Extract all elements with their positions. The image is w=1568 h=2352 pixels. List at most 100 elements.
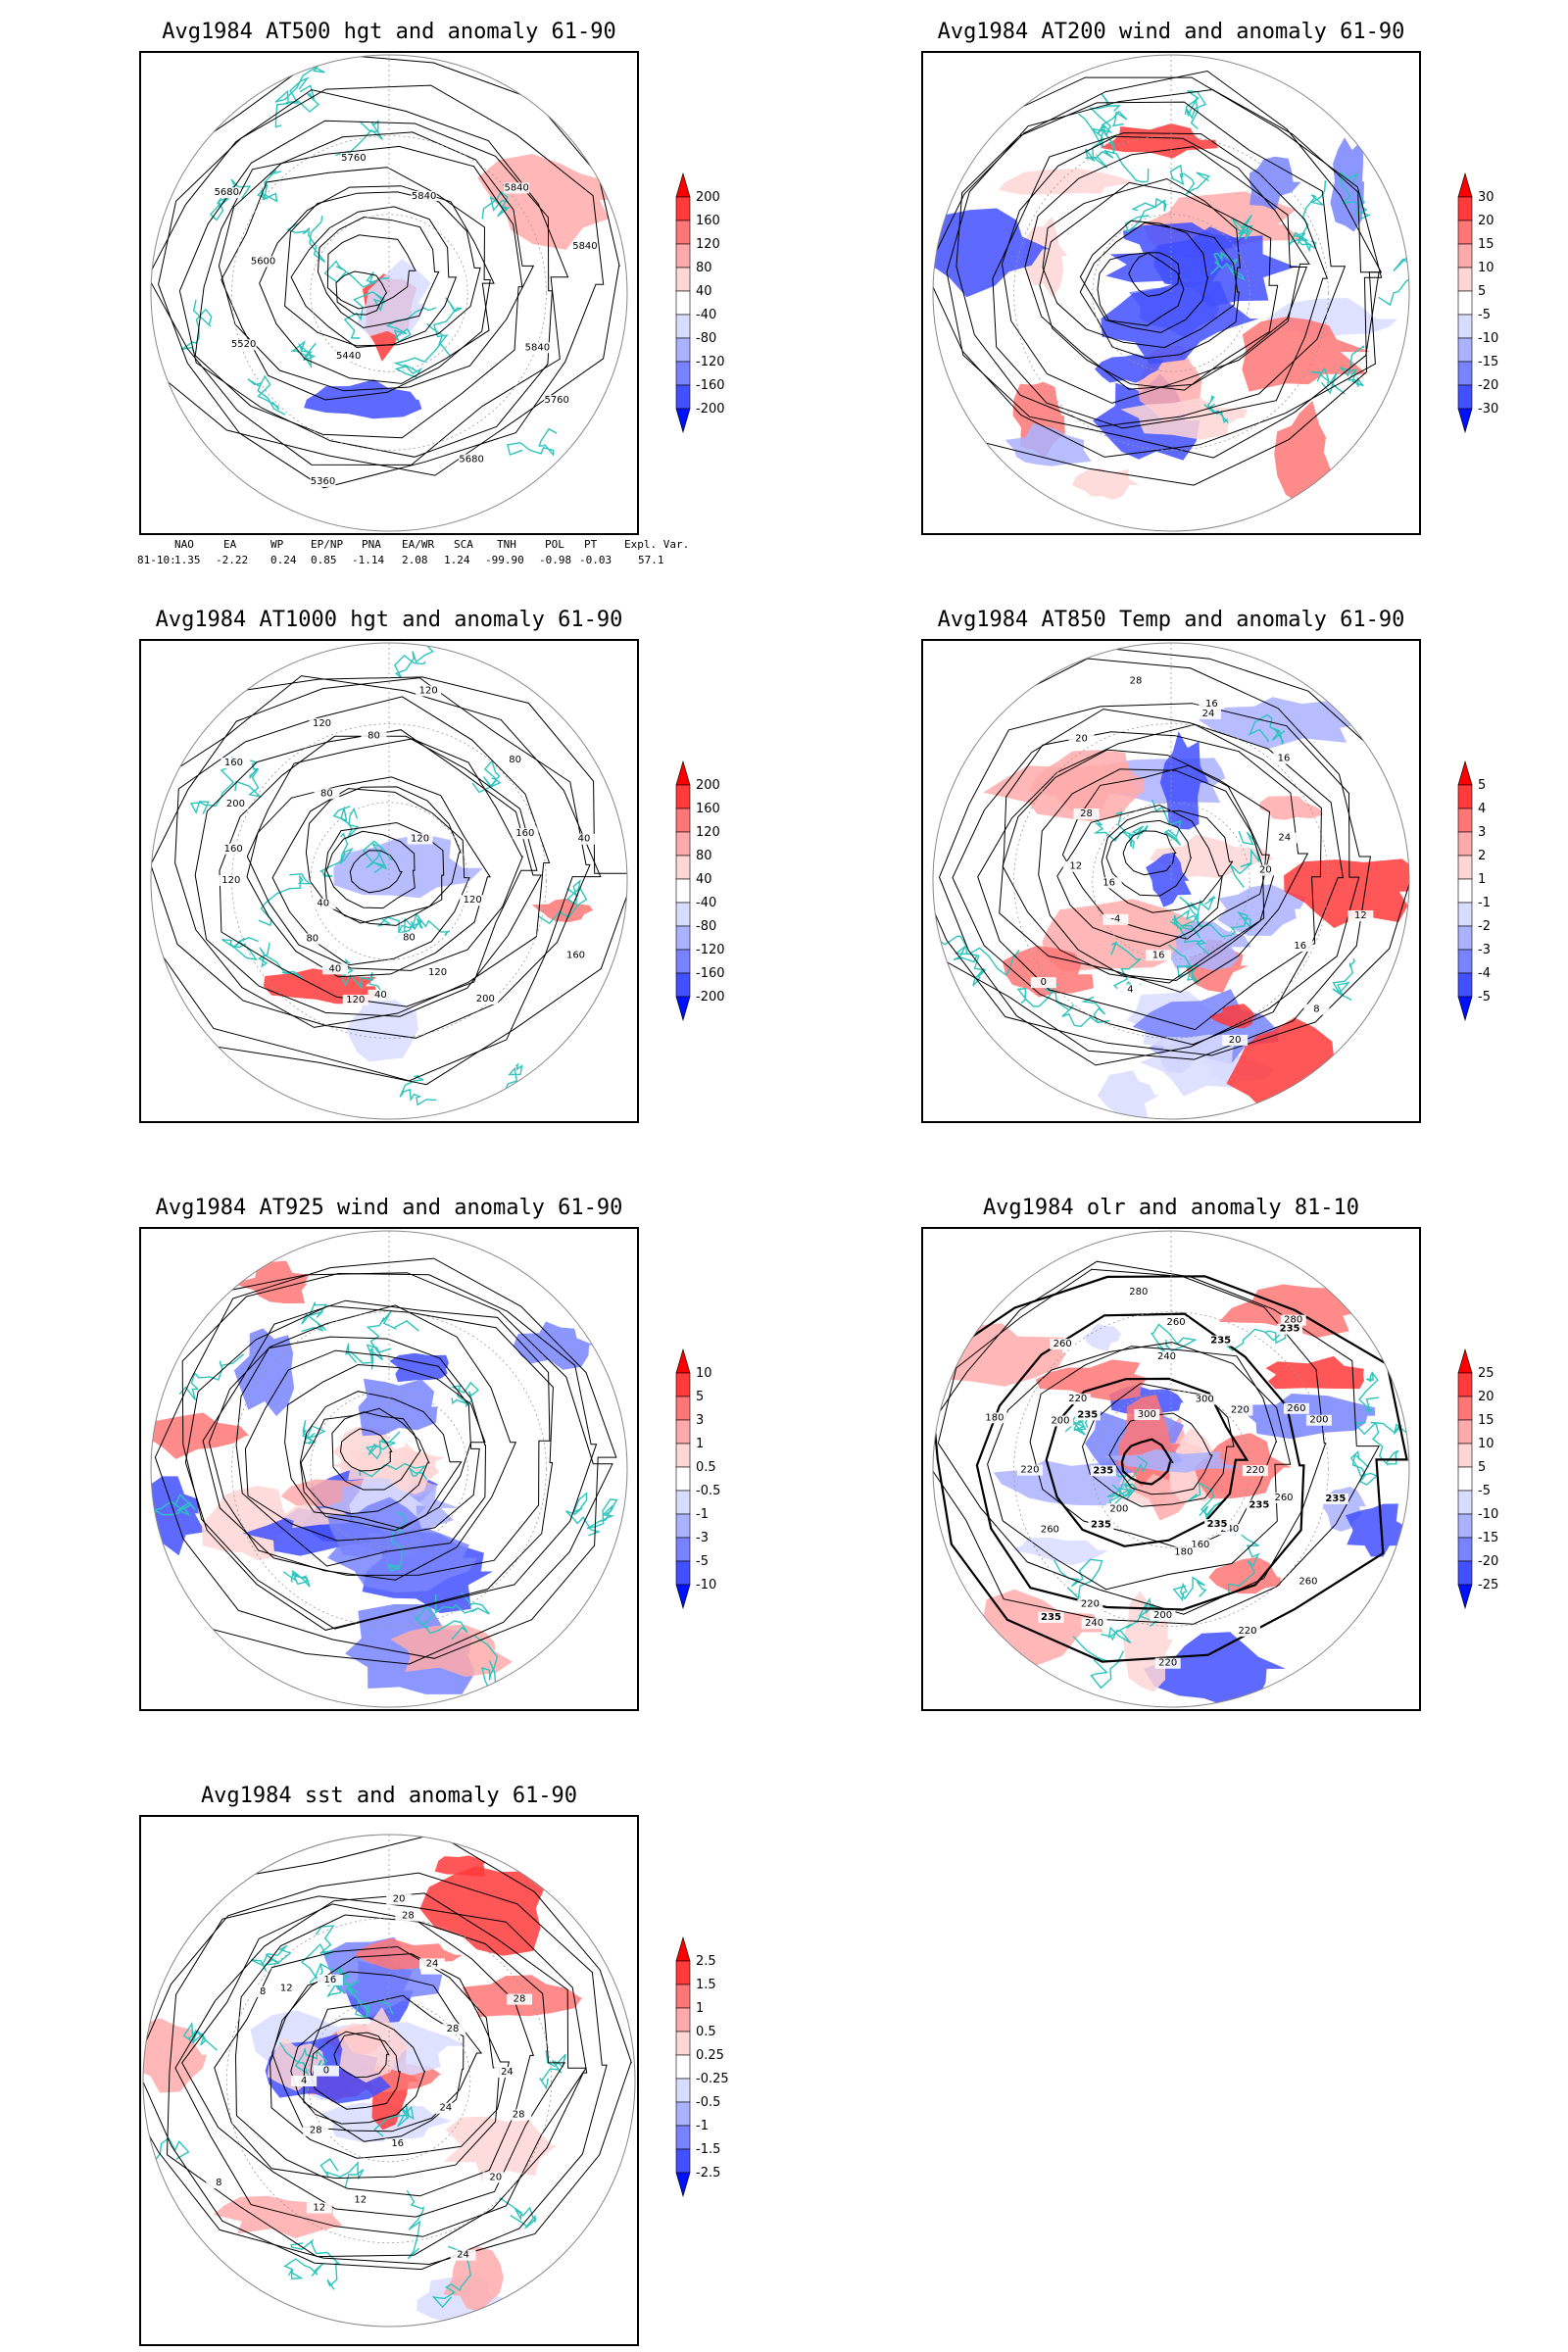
coastline: [1227, 1528, 1260, 1594]
contour-label-bg: [1134, 1409, 1160, 1421]
colorbar-segment: [675, 1960, 691, 1985]
contour-line: [933, 647, 1409, 1056]
positive-anomaly-area: [336, 2007, 411, 2083]
contour-label-bg: [309, 718, 335, 730]
contour-label: 28: [1080, 808, 1093, 819]
colorbar-segment: [1457, 220, 1473, 245]
colorbar-segment: [1457, 1584, 1473, 1610]
contour-label-bg: [1246, 1499, 1272, 1511]
coastline: [318, 832, 354, 877]
contour-label: 5840: [412, 191, 436, 202]
colorbar-tick-label: -120: [696, 943, 725, 957]
contour-label: 120: [464, 895, 482, 906]
colorbar-segment: [675, 2125, 691, 2150]
contour-label-bg: [1271, 832, 1298, 844]
contour-label: 220: [1020, 1465, 1039, 1476]
coastline: [1358, 1371, 1379, 1414]
contour-label-bg: [218, 874, 244, 886]
contour-line: [987, 1342, 1292, 1591]
coastline: [1289, 231, 1312, 253]
coastline: [247, 374, 286, 416]
latitude-circle: [310, 214, 468, 372]
coastline: [426, 297, 463, 346]
contour-label: 240: [1085, 1618, 1103, 1629]
contour-label: 16: [1278, 754, 1291, 764]
colorbar-tick-label: -3: [1478, 943, 1491, 957]
negative-anomaly-area: [1146, 852, 1192, 907]
colorbar-segment: [1457, 855, 1473, 880]
contour-label-bg: [570, 833, 597, 845]
colorbar-segment: [1457, 1396, 1473, 1421]
contour-label-bg: [1283, 1402, 1309, 1414]
contour-label-bg: [1303, 1004, 1330, 1015]
contour-label-bg: [1123, 675, 1150, 687]
contour-label: 260: [1274, 1493, 1293, 1503]
colorbar-tick-label: 10: [1478, 1437, 1494, 1451]
contour-label: 120: [411, 834, 429, 845]
contour-label-bg: [342, 994, 368, 1005]
contour-label: 40: [329, 963, 342, 974]
colorbar-segment: [675, 996, 691, 1022]
colorbar-tick-label: -0.5: [696, 1484, 720, 1498]
colorbar-segment: [675, 1348, 691, 1374]
contour-label-bg: [206, 2178, 232, 2189]
contour-line: [218, 131, 535, 392]
positive-anomaly-area: [999, 169, 1138, 195]
contour-label-bg: [1271, 1493, 1298, 1504]
contour-label-bg: [544, 395, 570, 407]
contour-label-bg: [482, 2172, 509, 2183]
contour-label: 28: [514, 1994, 526, 2005]
contour-label: 260: [1041, 1524, 1059, 1535]
streamline: [208, 1304, 517, 1581]
contour-label-bg: [250, 256, 276, 268]
contour-label-bg: [416, 685, 442, 697]
colorbar-tick-label: 5: [1478, 1460, 1486, 1475]
contour-label: 12: [1354, 910, 1367, 921]
contour-label: 24: [439, 2103, 452, 2114]
contour-label: 220: [1246, 1465, 1264, 1476]
contour-label-bg: [1096, 877, 1122, 889]
coastline: [1200, 910, 1251, 938]
colorbar-segment: [1457, 337, 1473, 363]
colorbar-segment: [675, 760, 691, 786]
coastline: [953, 946, 1020, 977]
contour-label: 260: [1054, 1339, 1072, 1349]
colorbar-segment: [675, 1490, 691, 1515]
contour-line: [1029, 1346, 1278, 1551]
colorbar-tick-label: -10: [696, 1578, 716, 1592]
contour-label: 235: [1210, 1336, 1231, 1347]
colorbar-segment: [1457, 784, 1473, 809]
map-frame: 2602352602402352201601802002202402352202…: [921, 1227, 1421, 1711]
colorbar-tick-label: -1: [696, 1507, 709, 1522]
contour-label-bg: [524, 342, 551, 354]
contour-label-bg: [1081, 1618, 1107, 1630]
contour-label: 235: [1280, 1324, 1300, 1335]
contour-label: 20: [489, 2172, 502, 2182]
colorbar-tick-label: -160: [696, 966, 725, 981]
streamline: [184, 1304, 554, 1631]
contour-label-bg: [317, 1974, 343, 1985]
contour-label-bg: [321, 963, 348, 975]
coastline: [1187, 1481, 1227, 1520]
contour-label-bg: [418, 1958, 445, 1970]
contour-label: 160: [566, 951, 585, 961]
contour-line: [143, 1835, 632, 2266]
contour-label: 220: [1158, 1658, 1177, 1669]
colorbar-segment: [675, 902, 691, 927]
contour-label-bg: [1105, 1503, 1132, 1515]
contour-line: [305, 786, 462, 924]
contour-label-bg: [1170, 1546, 1197, 1558]
colorbar-tick-label: -40: [696, 896, 716, 910]
colorbar-segment: [1457, 1372, 1473, 1397]
index-value-wp: 0.24: [270, 554, 297, 566]
contour-label: 240: [1157, 1351, 1176, 1362]
positive-anomaly-area: [1274, 400, 1334, 504]
colorbar-segment: [675, 2101, 691, 2127]
negative-anomaly-area: [1345, 1503, 1409, 1557]
contour-line: [143, 1872, 608, 2271]
index-value-pol: -0.98: [539, 554, 572, 566]
contour-label: 160: [515, 828, 534, 839]
contour-label: 160: [1191, 1540, 1209, 1550]
colorbar-tick-label: -20: [1478, 1554, 1498, 1569]
contour-label: 24: [1278, 833, 1291, 844]
